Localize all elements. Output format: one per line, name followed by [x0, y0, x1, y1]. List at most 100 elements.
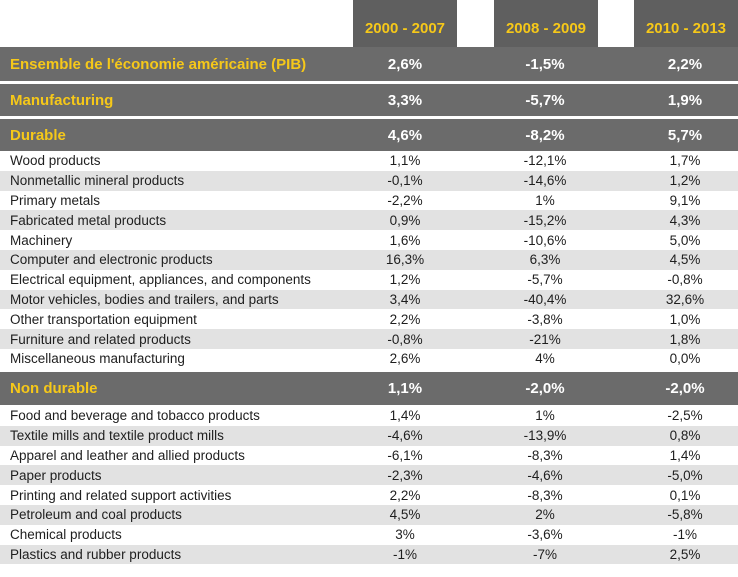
row-value-1: -0,8% — [387, 331, 423, 347]
row-value-1: -2,3% — [387, 467, 423, 483]
row-label: Electrical equipment, appliances, and co… — [10, 272, 311, 288]
summary-row-durable: Durable 4,6% -8,2% 5,7% — [0, 119, 738, 151]
row-value-3: -1% — [672, 527, 697, 543]
column-header-2: 2008 - 2009 — [494, 0, 598, 47]
divider — [0, 81, 738, 84]
row-value-1: 1,2% — [389, 272, 421, 288]
row-label: Machinery — [10, 232, 73, 248]
row-value-1: 1,6% — [389, 232, 421, 248]
row-value-2: 1% — [535, 408, 555, 424]
row-label: Food and beverage and tobacco products — [10, 408, 260, 424]
row-value-3: 9,1% — [669, 192, 701, 208]
table-row: Chemical products 3% -3,6% -1% — [0, 524, 738, 545]
row-value-3: 0,0% — [669, 351, 701, 367]
value-2010-2013: -2,0% — [665, 380, 705, 397]
row-value-1: 2,6% — [389, 351, 421, 367]
row-value-1: -1% — [392, 546, 417, 562]
row-label: Petroleum and coal products — [10, 507, 182, 523]
divider — [0, 116, 738, 119]
row-label: Chemical products — [10, 527, 122, 543]
row-label: Durable — [10, 126, 66, 144]
table-row: Apparel and leather and allied products -… — [0, 445, 738, 466]
row-value-1: 3% — [395, 527, 415, 543]
row-label: Printing and related support activities — [10, 487, 232, 503]
row-value-2: 1% — [535, 192, 555, 208]
row-value-1: 1,4% — [389, 408, 421, 424]
row-label: Ensemble de l'économie américaine (PIB) — [10, 55, 307, 73]
row-label: Wood products — [10, 153, 101, 169]
row-value-3: 32,6% — [665, 291, 705, 307]
row-label: Primary metals — [10, 192, 101, 208]
row-value-1: -0,1% — [387, 173, 423, 189]
row-label: Furniture and related products — [10, 331, 191, 347]
row-value-2: -13,9% — [523, 428, 567, 444]
row-label: Miscellaneous manufacturing — [10, 351, 185, 367]
table-row: Wood products 1,1% -12,1% 1,7% — [0, 151, 738, 171]
row-label: Nonmetallic mineral products — [10, 173, 185, 189]
table-row: Printing and related support activities 2… — [0, 485, 738, 505]
row-value-1: -6,1% — [387, 447, 423, 463]
row-label: Apparel and leather and allied products — [10, 447, 245, 463]
row-value-2: -4,6% — [527, 467, 563, 483]
row-label: Textile mills and textile product mills — [10, 428, 224, 444]
table-row: Primary metals -2,2% 1% 9,1% — [0, 190, 738, 211]
value-2008-2009: -2,0% — [525, 380, 565, 397]
value-2000-2007: 4,6% — [387, 126, 423, 144]
table-row: Electrical equipment, appliances, and co… — [0, 269, 738, 290]
row-value-2: -7% — [532, 546, 557, 562]
row-value-2: -21% — [529, 331, 561, 347]
row-label: Paper products — [10, 467, 102, 483]
row-value-3: 1,2% — [669, 173, 701, 189]
value-2008-2009: -1,5% — [525, 55, 565, 73]
row-value-3: 1,7% — [669, 153, 701, 169]
summary-row-gdp: Ensemble de l'économie américaine (PIB) … — [0, 47, 738, 81]
row-value-2: 2% — [535, 507, 555, 523]
row-value-2: -8,3% — [527, 487, 563, 503]
row-value-1: 3,4% — [389, 291, 421, 307]
table-row: Paper products -2,3% -4,6% -5,0% — [0, 465, 738, 486]
row-value-1: -2,2% — [387, 192, 423, 208]
row-value-3: 4,5% — [669, 252, 701, 268]
row-value-2: -40,4% — [523, 291, 567, 307]
row-value-3: -5,8% — [667, 507, 703, 523]
row-value-1: 2,2% — [389, 487, 421, 503]
value-2010-2013: 2,2% — [667, 55, 703, 73]
row-value-1: 0,9% — [389, 212, 421, 228]
table-row: Other transportation equipment 2,2% -3,8% 1… — [0, 309, 738, 330]
row-label: Motor vehicles, bodies and trailers, and… — [10, 291, 279, 307]
summary-row-nondurable: Non durable 1,1% -2,0% -2,0% — [0, 372, 738, 405]
row-value-3: 2,5% — [669, 546, 701, 562]
value-2010-2013: 1,9% — [667, 91, 703, 109]
table-row: Food and beverage and tobacco products 1,… — [0, 406, 738, 426]
table-row: Motor vehicles, bodies and trailers, and… — [0, 289, 738, 310]
column-header-1: 2000 - 2007 — [353, 0, 457, 47]
value-2010-2013: 5,7% — [667, 126, 703, 144]
row-value-2: -8,3% — [527, 447, 563, 463]
table-row: Fabricated metal products 0,9% -15,2% 4,3% — [0, 210, 738, 231]
table-row: Machinery 1,6% -10,6% 5,0% — [0, 230, 738, 250]
row-label: Plastics and rubber products — [10, 546, 182, 562]
row-label: Manufacturing — [10, 91, 114, 109]
row-value-3: 1,4% — [669, 447, 701, 463]
row-value-2: -10,6% — [523, 232, 567, 248]
table-row: Computer and electronic products 16,3% 6,3… — [0, 250, 738, 270]
row-label: Other transportation equipment — [10, 311, 197, 327]
row-value-1: 2,2% — [389, 311, 421, 327]
row-value-2: -14,6% — [523, 173, 567, 189]
column-header-3: 2010 - 2013 — [634, 0, 738, 47]
summary-row-manufacturing: Manufacturing 3,3% -5,7% 1,9% — [0, 84, 738, 116]
row-value-2: 4% — [535, 351, 555, 367]
value-2008-2009: -5,7% — [525, 91, 565, 109]
row-value-2: -15,2% — [523, 212, 567, 228]
row-value-3: 0,1% — [669, 487, 701, 503]
row-value-3: -5,0% — [667, 467, 703, 483]
row-value-3: 5,0% — [669, 232, 701, 248]
row-label: Computer and electronic products — [10, 252, 213, 268]
row-value-2: -3,8% — [527, 311, 563, 327]
row-value-3: 0,8% — [669, 428, 701, 444]
table-row: Plastics and rubber products -1% -7% 2,5% — [0, 544, 738, 565]
value-2000-2007: 2,6% — [387, 55, 423, 73]
row-value-1: 1,1% — [389, 153, 421, 169]
row-value-1: -4,6% — [387, 428, 423, 444]
value-2008-2009: -8,2% — [525, 126, 565, 144]
